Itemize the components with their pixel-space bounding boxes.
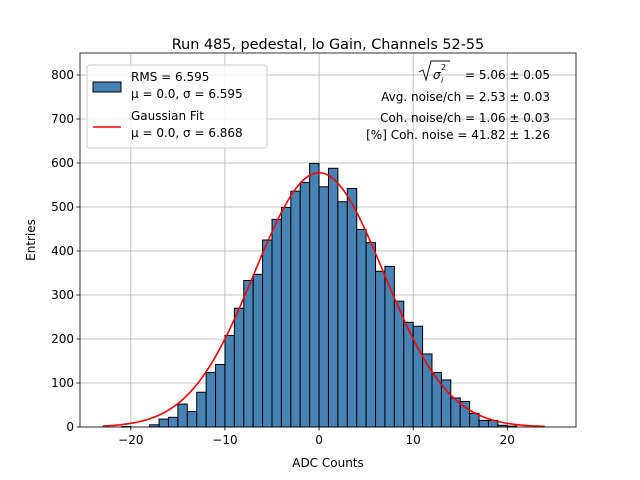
avg-noise: Avg. noise/ch = 2.53 ± 0.03 (381, 90, 550, 104)
histogram-bar (356, 228, 367, 428)
histogram-bar (224, 334, 235, 428)
histogram-bar (271, 218, 282, 428)
legend-fit-params: μ = 0.0, σ = 6.868 (131, 126, 243, 140)
legend-rms: RMS = 6.595 (131, 70, 209, 84)
histogram-bar (478, 419, 489, 428)
histogram-bar (327, 167, 339, 428)
histogram-bar (290, 190, 301, 428)
x-tick-label: 0 (315, 433, 323, 447)
histogram-bar (393, 300, 405, 428)
histogram-bar (403, 321, 414, 428)
histogram-bar (365, 242, 377, 428)
x-axis-label: ADC Counts (292, 456, 364, 470)
histogram-bar (177, 403, 188, 428)
histogram-bar (262, 239, 273, 428)
y-tick-label: 600 (51, 156, 74, 170)
y-axis-label: Entries (24, 219, 38, 261)
legend-fit: Gaussian Fit (131, 109, 204, 123)
svg-text:σ: σ (433, 68, 441, 82)
svg-text:i: i (441, 76, 444, 85)
legend-rms-params: μ = 0.0, σ = 6.595 (131, 87, 243, 101)
coh-noise-percent: [%] Coh. noise = 41.82 ± 1.26 (366, 128, 550, 142)
x-tick-label: 20 (500, 433, 515, 447)
sqrt-sigma-value: = 5.06 ± 0.05 (465, 68, 550, 82)
noise-annotations: σ i 2 = 5.06 ± 0.05 Avg. noise/ch = 2.53… (366, 60, 550, 142)
y-tick-label: 800 (51, 68, 74, 82)
histogram-bar (469, 412, 480, 428)
sqrt-sigma-formula: σ i 2 (418, 60, 450, 85)
y-tick-label: 400 (51, 244, 74, 258)
plot-frame (79, 52, 577, 428)
histogram-bar (346, 188, 358, 428)
histogram-bar (196, 391, 207, 428)
y-tick-label: 700 (51, 112, 74, 126)
coh-noise: Coh. noise/ch = 1.06 ± 0.03 (380, 111, 550, 125)
y-tick-label: 500 (51, 200, 74, 214)
x-tick-label: −20 (118, 433, 143, 447)
histogram-bar (205, 371, 217, 428)
histogram-bar (318, 186, 329, 428)
histogram-bar (337, 201, 348, 428)
histogram-bar (309, 162, 320, 428)
histogram-bar (299, 181, 311, 428)
gaussian-fit-line (102, 171, 545, 428)
histogram-bar (243, 279, 254, 428)
histogram-bar (186, 411, 198, 428)
y-tick-label: 0 (66, 420, 74, 434)
legend: RMS = 6.595 μ = 0.0, σ = 6.595 Gaussian … (86, 64, 268, 149)
histogram-bar (215, 364, 226, 428)
histogram-bar (158, 418, 169, 428)
histogram-bar (167, 416, 179, 428)
x-tick-label: −10 (212, 433, 237, 447)
histogram-bar (384, 265, 395, 428)
histogram-bar (431, 371, 442, 428)
y-tick-label: 200 (51, 332, 74, 346)
chart-title: Run 485, pedestal, lo Gain, Channels 52-… (172, 37, 484, 53)
histogram-bar (375, 270, 386, 428)
svg-text:2: 2 (441, 63, 446, 72)
x-tick-label: 10 (406, 433, 421, 447)
y-tick-label: 100 (51, 376, 74, 390)
histogram-bar (280, 206, 292, 428)
histogram-bar (252, 273, 264, 428)
y-tick-label: 300 (51, 288, 74, 302)
legend-bar-swatch (92, 81, 122, 93)
histogram-bar (233, 307, 245, 428)
